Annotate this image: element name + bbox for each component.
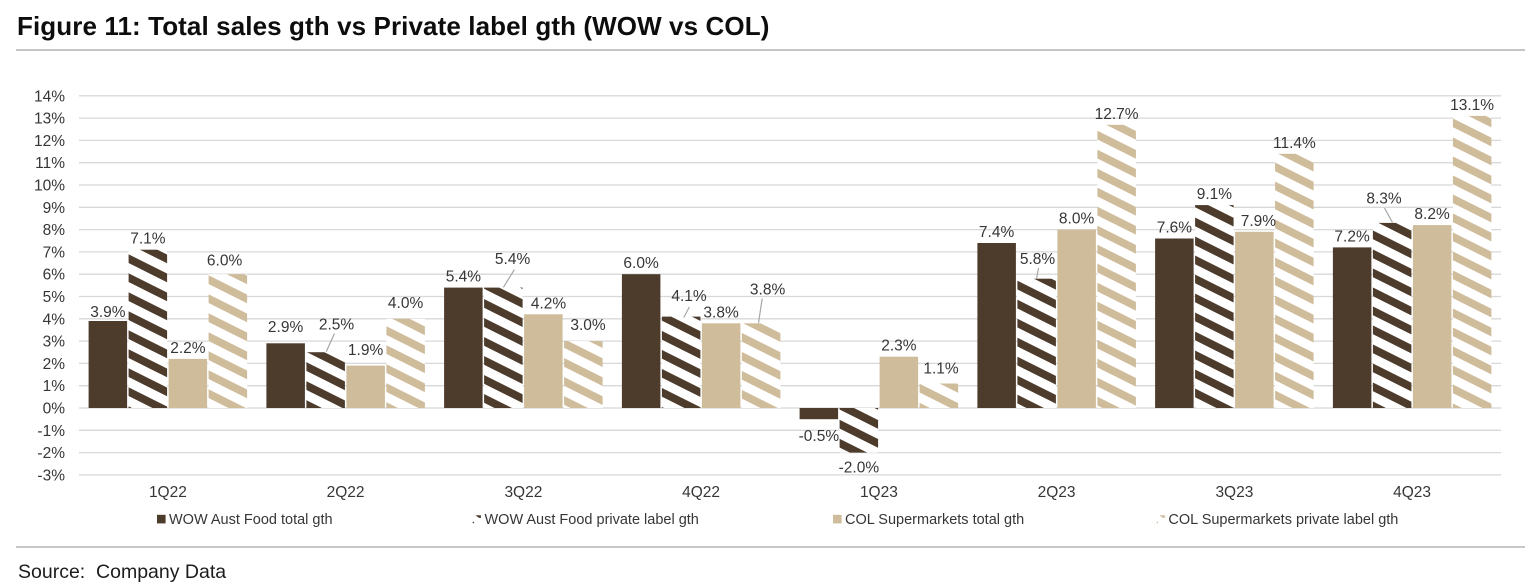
svg-text:8.3%: 8.3% [1366,191,1402,208]
svg-text:3Q23: 3Q23 [1215,484,1253,501]
svg-text:9.1%: 9.1% [1197,186,1233,203]
svg-text:WOW Aust Food private label gt: WOW Aust Food private label gth [485,512,699,528]
svg-text:COL Supermarkets private label: COL Supermarkets private label gth [1168,512,1398,528]
svg-text:1Q22: 1Q22 [149,484,187,501]
svg-text:3.8%: 3.8% [703,304,739,321]
svg-text:3Q22: 3Q22 [504,484,542,501]
svg-text:1.9%: 1.9% [348,342,384,359]
svg-text:2.2%: 2.2% [170,340,206,357]
svg-text:6.0%: 6.0% [623,255,659,272]
svg-text:10%: 10% [34,178,65,195]
svg-text:2.3%: 2.3% [881,338,917,355]
svg-text:13.1%: 13.1% [1450,97,1494,114]
svg-text:4.0%: 4.0% [388,295,424,312]
svg-text:4.2%: 4.2% [531,295,567,312]
svg-text:4%: 4% [43,311,66,328]
svg-text:1%: 1% [43,378,66,395]
svg-text:11%: 11% [35,155,65,172]
svg-text:1.1%: 1.1% [923,361,959,378]
svg-text:2Q22: 2Q22 [327,484,365,501]
svg-text:2.9%: 2.9% [268,319,304,336]
svg-text:3.0%: 3.0% [570,317,606,334]
svg-text:COL Supermarkets total gth: COL Supermarkets total gth [845,512,1024,528]
svg-text:7.6%: 7.6% [1157,220,1193,237]
svg-text:14%: 14% [34,88,65,105]
svg-text:2.5%: 2.5% [319,317,355,334]
svg-text:4Q22: 4Q22 [682,484,720,501]
svg-text:7%: 7% [43,244,66,261]
svg-text:2%: 2% [43,356,66,373]
svg-text:3%: 3% [43,334,66,351]
svg-text:1Q23: 1Q23 [860,484,898,501]
svg-text:5.4%: 5.4% [446,269,482,286]
svg-text:11.4%: 11.4% [1273,135,1316,152]
svg-text:3.8%: 3.8% [750,282,786,299]
svg-text:5.8%: 5.8% [1020,251,1056,268]
svg-text:8%: 8% [43,222,66,239]
svg-text:7.9%: 7.9% [1241,213,1277,230]
svg-text:12.7%: 12.7% [1095,106,1139,123]
svg-text:-2%: -2% [37,445,65,462]
svg-text:5%: 5% [43,289,66,306]
svg-text:2Q23: 2Q23 [1038,484,1076,501]
svg-text:13%: 13% [34,111,65,128]
svg-text:0%: 0% [43,401,66,418]
svg-text:6%: 6% [43,267,66,284]
svg-text:-2.0%: -2.0% [839,460,880,477]
svg-text:7.1%: 7.1% [130,231,166,248]
svg-text:7.2%: 7.2% [1334,228,1370,245]
svg-text:8.2%: 8.2% [1414,206,1450,223]
svg-text:-0.5%: -0.5% [799,428,840,445]
svg-text:6.0%: 6.0% [207,253,243,270]
svg-text:12%: 12% [34,133,65,150]
svg-text:4.1%: 4.1% [671,288,707,305]
svg-text:3.9%: 3.9% [90,304,126,321]
svg-text:-3%: -3% [37,467,65,484]
svg-text:8.0%: 8.0% [1059,211,1095,228]
svg-text:WOW Aust Food total gth: WOW Aust Food total gth [169,512,333,528]
svg-text:7.4%: 7.4% [979,224,1015,241]
svg-text:-1%: -1% [37,423,65,440]
svg-text:5.4%: 5.4% [495,251,531,268]
svg-text:9%: 9% [43,200,66,217]
svg-text:4Q23: 4Q23 [1393,484,1431,501]
